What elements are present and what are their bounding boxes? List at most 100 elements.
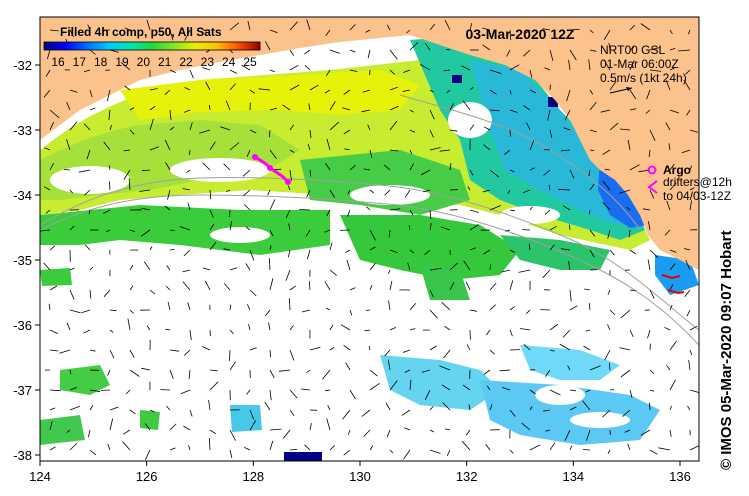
current-vector <box>343 344 351 351</box>
current-vector <box>409 163 414 171</box>
current-vector <box>582 400 591 411</box>
current-vector <box>229 329 234 335</box>
current-vector <box>409 209 414 216</box>
y-tick-label-3: -35 <box>13 253 32 268</box>
current-vector <box>278 369 291 372</box>
current-vector <box>345 362 351 371</box>
colorbar-tick-9: 25 <box>243 55 257 69</box>
current-vector <box>346 259 351 271</box>
current-vector <box>243 189 251 196</box>
current-vector <box>329 445 335 451</box>
current-vector <box>482 27 491 31</box>
current-vector <box>349 49 356 53</box>
current-vector <box>49 162 54 171</box>
x-tick-label-4: 132 <box>456 469 478 484</box>
current-vector <box>169 369 174 379</box>
current-vector <box>169 69 176 73</box>
current-vector <box>149 409 155 413</box>
current-vector <box>322 369 331 380</box>
current-vector <box>499 369 511 372</box>
current-vector <box>144 423 151 431</box>
current-vector <box>209 241 217 251</box>
current-vector <box>269 199 276 211</box>
current-vector <box>223 283 231 291</box>
current-vector <box>389 380 398 391</box>
current-vector <box>489 89 497 95</box>
current-vector <box>506 49 511 57</box>
current-vector <box>689 325 698 331</box>
current-vector <box>141 207 151 211</box>
current-vector <box>183 249 191 257</box>
current-vector <box>666 364 671 371</box>
current-vector <box>124 85 131 91</box>
colorbar-tick-4: 20 <box>137 55 151 69</box>
current-vector <box>384 349 391 357</box>
current-vector <box>269 229 274 237</box>
current-vector <box>258 88 271 91</box>
current-vector <box>665 122 671 131</box>
current-vector <box>548 184 551 191</box>
current-vector <box>166 265 171 271</box>
current-vector <box>179 226 191 231</box>
current-vector <box>469 209 479 213</box>
current-vector <box>629 46 635 51</box>
x-tick-label-5: 134 <box>562 469 584 484</box>
current-vector <box>249 289 257 297</box>
current-vector <box>309 129 312 138</box>
current-vector <box>89 449 97 456</box>
current-vector <box>183 349 191 356</box>
current-vector <box>100 389 111 391</box>
current-vector <box>365 309 371 311</box>
current-vector <box>184 109 191 113</box>
current-vector <box>89 289 92 299</box>
current-vector <box>140 229 151 237</box>
drifters-label-1: drifters@12h <box>663 175 732 189</box>
current-vector <box>308 103 311 111</box>
current-vector <box>389 449 394 454</box>
current-vector <box>49 109 60 119</box>
current-vector <box>84 189 91 196</box>
current-vector <box>585 329 591 332</box>
current-vector <box>69 443 78 451</box>
current-vector <box>109 406 119 411</box>
x-tick-label-3: 130 <box>349 469 371 484</box>
current-vector <box>249 129 257 134</box>
current-vector <box>443 349 451 359</box>
current-vector <box>304 444 311 451</box>
current-vector <box>289 169 292 181</box>
current-vector <box>289 285 297 291</box>
current-vector <box>388 229 391 238</box>
current-vector <box>187 302 191 311</box>
current-vector <box>509 64 520 71</box>
current-vector <box>421 369 431 373</box>
current-vector <box>389 49 398 60</box>
current-vector <box>429 89 434 93</box>
current-vector <box>384 189 391 196</box>
current-vector <box>49 29 59 32</box>
current-vector <box>209 223 215 231</box>
current-vector <box>141 367 151 371</box>
y-tick-label-1: -33 <box>13 123 32 138</box>
current-vector <box>683 79 691 91</box>
current-vector <box>182 281 191 291</box>
current-vector <box>89 349 96 352</box>
current-vector <box>106 89 111 102</box>
current-vector <box>589 209 591 215</box>
current-vector <box>289 21 298 31</box>
current-vector <box>461 440 471 451</box>
current-vector <box>588 59 591 71</box>
current-vector <box>649 129 656 141</box>
current-vector <box>545 369 551 377</box>
current-vector <box>640 429 651 436</box>
current-vector <box>229 429 236 441</box>
current-vector <box>267 189 271 196</box>
current-vector <box>688 360 691 371</box>
current-vector <box>389 69 395 75</box>
current-vector <box>402 349 411 353</box>
current-vector <box>383 164 391 171</box>
current-vector <box>122 429 131 435</box>
current-vector <box>542 28 551 31</box>
current-vector <box>66 322 71 331</box>
current-vector <box>646 89 651 100</box>
current-vector <box>664 229 671 236</box>
